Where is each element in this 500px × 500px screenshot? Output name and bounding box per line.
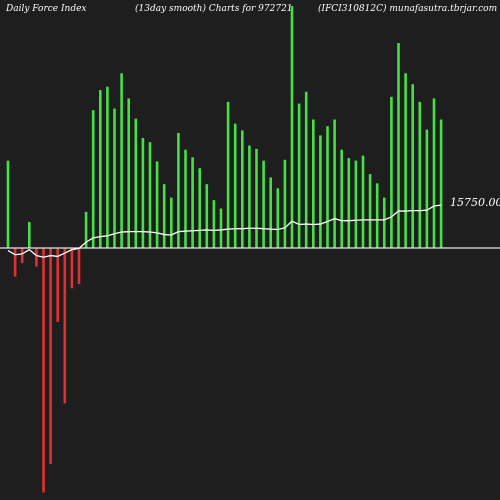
force-bar-12 bbox=[91, 110, 95, 249]
force-bar-41 bbox=[297, 103, 301, 249]
force-bar-32 bbox=[233, 123, 237, 248]
force-bar-48 bbox=[347, 158, 351, 248]
force-bar-21 bbox=[155, 161, 159, 248]
force-bar-50 bbox=[361, 155, 365, 248]
force-bar-28 bbox=[205, 184, 209, 248]
force-bar-49 bbox=[354, 160, 358, 248]
force-bar-61 bbox=[439, 119, 443, 248]
force-bar-25 bbox=[184, 149, 187, 248]
force-bar-31 bbox=[226, 101, 230, 248]
force-bar-15 bbox=[113, 108, 116, 248]
force-bar-1 bbox=[13, 248, 17, 277]
force-bar-42 bbox=[304, 91, 308, 248]
force-bar-13 bbox=[99, 90, 102, 248]
force-bar-40 bbox=[290, 6, 294, 248]
force-bar-29 bbox=[212, 200, 216, 248]
force-bar-19 bbox=[141, 137, 145, 248]
force-bar-10 bbox=[77, 248, 81, 285]
bars-layer bbox=[6, 6, 443, 493]
force-bar-34 bbox=[248, 145, 251, 248]
force-bar-22 bbox=[162, 184, 166, 248]
force-bar-35 bbox=[255, 148, 258, 248]
force-bar-26 bbox=[191, 157, 194, 248]
force-bar-43 bbox=[312, 119, 315, 248]
force-bar-52 bbox=[375, 183, 379, 248]
force-bar-17 bbox=[127, 98, 130, 248]
force-bar-59 bbox=[425, 129, 429, 248]
force-bar-53 bbox=[383, 197, 386, 248]
force-bar-47 bbox=[340, 149, 343, 248]
force-bar-2 bbox=[20, 248, 24, 264]
force-bar-45 bbox=[326, 126, 329, 248]
force-bar-11 bbox=[84, 211, 88, 248]
header-center-title: (13day smooth) Charts for 972721 bbox=[135, 3, 293, 14]
force-bar-27 bbox=[198, 168, 201, 248]
force-bar-5 bbox=[42, 248, 45, 493]
force-bar-7 bbox=[56, 248, 59, 322]
header-right-source: (IFCI310812C) munafasutra.tbrjar.com bbox=[318, 3, 497, 14]
force-bar-23 bbox=[170, 197, 173, 248]
force-bar-44 bbox=[319, 135, 322, 248]
force-bar-51 bbox=[368, 174, 372, 248]
current-value-label: 15750.00 bbox=[450, 196, 500, 209]
force-bar-46 bbox=[333, 119, 336, 248]
header-left-title: Daily Force Index bbox=[5, 4, 87, 14]
force-bar-18 bbox=[134, 118, 138, 248]
force-bar-6 bbox=[49, 248, 52, 464]
force-bar-9 bbox=[70, 248, 74, 289]
force-bar-36 bbox=[262, 160, 265, 248]
force-bar-39 bbox=[283, 159, 287, 248]
force-bar-33 bbox=[241, 130, 244, 248]
force-bar-14 bbox=[106, 86, 109, 248]
force-bar-57 bbox=[411, 84, 414, 248]
force-bar-54 bbox=[390, 96, 393, 248]
force-bar-60 bbox=[432, 98, 436, 248]
force-bar-30 bbox=[219, 208, 223, 248]
force-bar-37 bbox=[269, 177, 272, 248]
force-bar-0 bbox=[6, 160, 10, 248]
smooth-series-line bbox=[7, 204, 442, 258]
force-bar-8 bbox=[63, 248, 67, 404]
force-bar-24 bbox=[177, 132, 180, 248]
force-bar-4 bbox=[35, 248, 38, 267]
force-bar-3 bbox=[28, 221, 31, 248]
force-bar-58 bbox=[418, 101, 422, 248]
force-bar-20 bbox=[148, 142, 152, 248]
force-bar-55 bbox=[397, 43, 400, 248]
force-bar-16 bbox=[120, 73, 123, 248]
force-bar-38 bbox=[276, 188, 280, 248]
force-bar-56 bbox=[404, 73, 407, 248]
